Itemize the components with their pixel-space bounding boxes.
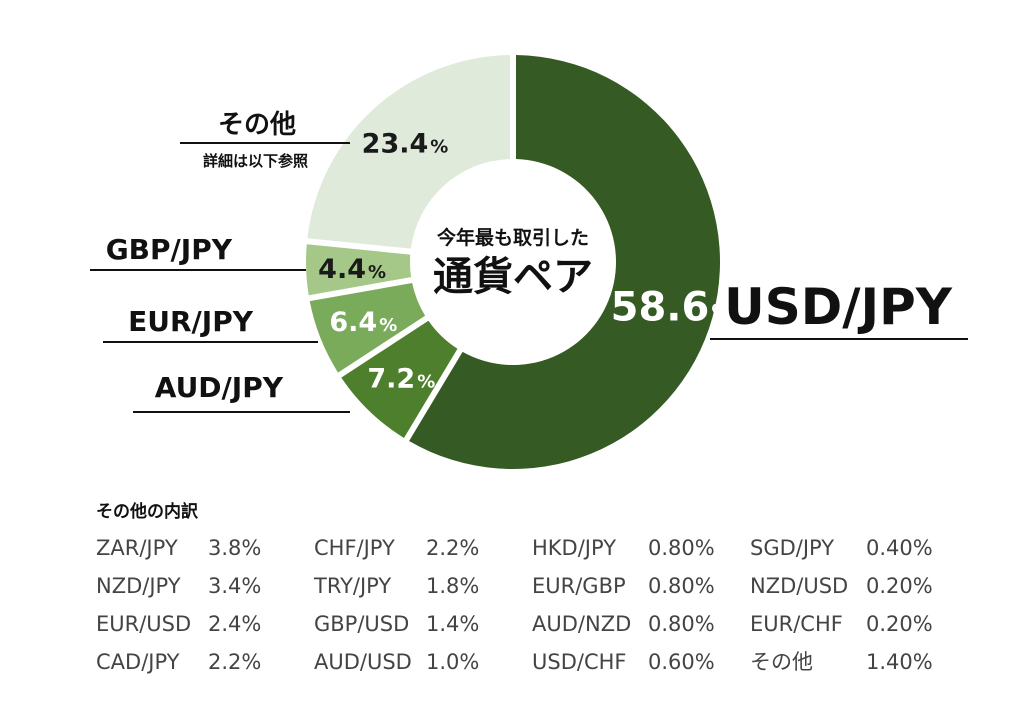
breakdown-column: ZAR/JPY 3.8% NZD/JPY 3.4% EUR/USD 2.4% CAD/JPY…: [96, 536, 314, 674]
center-title-main: 通貨ペア: [433, 254, 593, 300]
breakdown-item-value: 3.8%: [208, 536, 262, 560]
breakdown-item-value: 0.60%: [648, 650, 715, 674]
breakdown-item-name: CHF/JPY: [314, 536, 395, 560]
slice-note: 詳細は以下参照: [203, 152, 308, 170]
slice-value-label: 58.6%: [611, 284, 734, 330]
breakdown-item-value: 2.4%: [208, 612, 262, 636]
slice-value-label: 6.4%: [329, 307, 397, 338]
breakdown-item-name: NZD/JPY: [96, 574, 181, 598]
breakdown-item-name: ZAR/JPY: [96, 536, 178, 560]
breakdown-column: CHF/JPY 2.2% TRY/JPY 1.8% GBP/USD 1.4% AUD/USD…: [314, 536, 532, 674]
breakdown-item-name: EUR/USD: [96, 612, 192, 636]
breakdown-item-name: EUR/GBP: [532, 574, 626, 598]
breakdown-item-value: 1.4%: [426, 612, 480, 636]
slice-value-label: 7.2%: [367, 364, 435, 395]
breakdown-item-value: 0.80%: [648, 536, 715, 560]
breakdown-item-value: 1.8%: [426, 574, 480, 598]
slice-USD/JPY: [409, 55, 720, 470]
breakdown-item: AUD/USD 1.0%: [314, 650, 532, 674]
slice-GBP/JPY: [306, 244, 412, 296]
slice-category-label: EUR/JPY: [128, 305, 254, 338]
slice-value-label: 23.4%: [362, 128, 449, 159]
breakdown-item-name: その他: [750, 650, 813, 674]
slice-その他: [307, 55, 511, 249]
center-title-top: 今年最も取引した: [436, 226, 589, 249]
breakdown-item-name: GBP/USD: [314, 612, 410, 636]
breakdown-item-value: 0.20%: [866, 612, 933, 636]
breakdown-item-name: AUD/NZD: [532, 612, 632, 636]
breakdown-item: NZD/USD 0.20%: [750, 574, 968, 598]
breakdown-item-value: 1.40%: [866, 650, 933, 674]
breakdown-item-value: 0.40%: [866, 536, 933, 560]
breakdown-item: EUR/USD 2.4%: [96, 612, 314, 636]
breakdown-item: EUR/GBP 0.80%: [532, 574, 750, 598]
breakdown-item: TRY/JPY 1.8%: [314, 574, 532, 598]
breakdown-item-value: 1.0%: [426, 650, 480, 674]
breakdown-item-value: 0.80%: [648, 612, 715, 636]
breakdown-title: その他の内訳: [96, 502, 198, 522]
breakdown-item-name: CAD/JPY: [96, 650, 180, 674]
slice-labels: 58.6%USD/JPY 7.2 % AUD/JPY 6.4 % EUR/JPY 4.4 % GB…: [106, 110, 953, 404]
breakdown-item: USD/CHF 0.60%: [532, 650, 750, 674]
breakdown-item: GBP/USD 1.4%: [314, 612, 532, 636]
donut-slices: [306, 55, 720, 470]
breakdown-item-name: HKD/JPY: [532, 536, 617, 560]
leader-lines: [90, 142, 968, 413]
breakdown-column: SGD/JPY 0.40% NZD/USD 0.20% EUR/CHF 0.20% その他 1…: [750, 536, 968, 674]
breakdown-item-value: 3.4%: [208, 574, 262, 598]
breakdown-item: ZAR/JPY 3.8%: [96, 536, 314, 560]
slice-category-label: AUD/JPY: [155, 371, 284, 404]
breakdown-item-value: 0.20%: [866, 574, 933, 598]
slice-category-label: USD/JPY: [724, 278, 953, 336]
breakdown-item: HKD/JPY 0.80%: [532, 536, 750, 560]
slice-AUD/JPY: [341, 320, 458, 438]
other-breakdown: その他の内訳 ZAR/JPY 3.8% NZD/JPY 3.4% EUR/USD 2.4%…: [96, 497, 976, 674]
breakdown-item-name: EUR/CHF: [750, 612, 843, 636]
breakdown-item: EUR/CHF 0.20%: [750, 612, 968, 636]
slice-category-label: GBP/JPY: [106, 233, 233, 266]
breakdown-item: CAD/JPY 2.2%: [96, 650, 314, 674]
breakdown-item-value: 2.2%: [208, 650, 262, 674]
donut-center: 今年最も取引した 通貨ペア: [433, 226, 593, 300]
breakdown-column: HKD/JPY 0.80% EUR/GBP 0.80% AUD/NZD 0.80% USD/…: [532, 536, 750, 674]
breakdown-item-value: 2.2%: [426, 536, 480, 560]
breakdown-item: その他 1.40%: [750, 650, 968, 674]
breakdown-item-name: TRY/JPY: [314, 574, 392, 598]
breakdown-item-name: AUD/USD: [314, 650, 412, 674]
breakdown-item: NZD/JPY 3.4%: [96, 574, 314, 598]
breakdown-item-name: NZD/USD: [750, 574, 849, 598]
breakdown-item-name: SGD/JPY: [750, 536, 835, 560]
breakdown-item: SGD/JPY 0.40%: [750, 536, 968, 560]
breakdown-item-value: 0.80%: [648, 574, 715, 598]
breakdown-item: CHF/JPY 2.2%: [314, 536, 532, 560]
slice-category-label: その他: [218, 110, 296, 140]
slice-value-label: 4.4%: [318, 254, 386, 285]
breakdown-item-name: USD/CHF: [532, 650, 627, 674]
breakdown-grid: ZAR/JPY 3.8% NZD/JPY 3.4% EUR/USD 2.4% CAD/JPY…: [96, 536, 976, 674]
slice-EUR/JPY: [309, 282, 426, 373]
breakdown-item: AUD/NZD 0.80%: [532, 612, 750, 636]
